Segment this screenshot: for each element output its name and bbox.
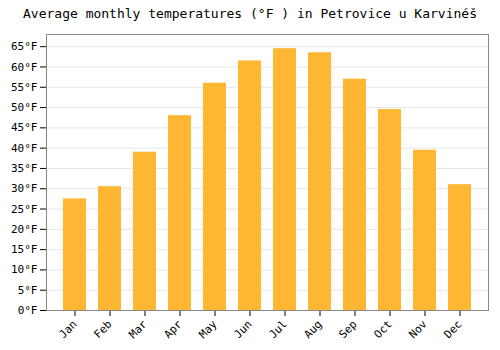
svg-text:40°F: 40°F [11, 142, 38, 155]
svg-text:45°F: 45°F [11, 121, 38, 134]
svg-text:Jan: Jan [56, 318, 79, 341]
svg-text:25°F: 25°F [11, 203, 38, 216]
svg-text:65°F: 65°F [11, 40, 38, 53]
svg-text:May: May [196, 317, 220, 341]
svg-text:Nov: Nov [406, 317, 430, 341]
svg-text:Sep: Sep [336, 318, 359, 341]
svg-text:60°F: 60°F [11, 60, 38, 73]
svg-text:Apr: Apr [161, 317, 185, 341]
svg-text:0°F: 0°F [18, 304, 38, 317]
svg-text:Jun: Jun [231, 318, 254, 341]
svg-text:Jul: Jul [266, 318, 289, 341]
svg-text:20°F: 20°F [11, 223, 38, 236]
svg-text:Dec: Dec [441, 318, 464, 341]
svg-text:10°F: 10°F [11, 263, 38, 276]
svg-text:15°F: 15°F [11, 243, 38, 256]
svg-text:30°F: 30°F [11, 182, 38, 195]
svg-text:55°F: 55°F [11, 81, 38, 94]
svg-text:Oct: Oct [371, 318, 394, 341]
svg-text:Feb: Feb [91, 318, 114, 341]
svg-text:5°F: 5°F [18, 284, 38, 297]
svg-text:Mar: Mar [126, 317, 150, 341]
html-text:Average monthly temperatures (: Average monthly temperatures (°F ) in Pe… [23, 6, 477, 21]
svg-text:Aug: Aug [301, 318, 324, 341]
svg-text:50°F: 50°F [11, 101, 38, 114]
svg-text:35°F: 35°F [11, 162, 38, 175]
